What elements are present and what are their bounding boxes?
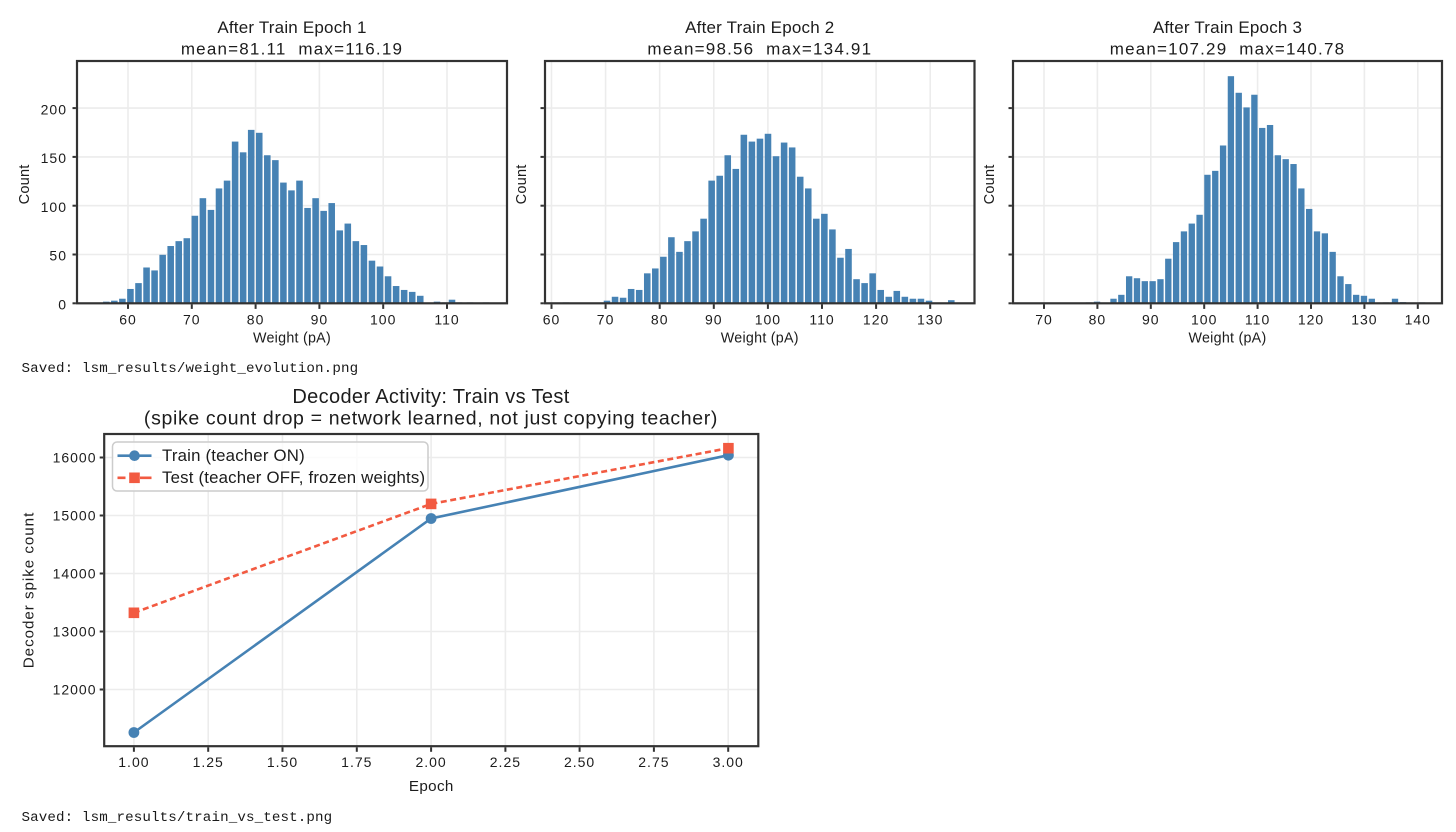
svg-text:Count: Count: [17, 164, 33, 204]
svg-text:Decoder Activity: Train vs Tes: Decoder Activity: Train vs Test: [292, 386, 569, 408]
svg-text:80: 80: [651, 311, 669, 327]
svg-text:130: 130: [917, 311, 943, 327]
svg-text:Decoder spike count: Decoder spike count: [21, 512, 38, 669]
svg-text:100: 100: [1191, 311, 1217, 327]
svg-text:110: 110: [434, 311, 459, 327]
svg-text:Count: Count: [982, 164, 998, 204]
svg-text:130: 130: [1351, 311, 1377, 327]
svg-text:120: 120: [1298, 311, 1324, 327]
svg-text:140: 140: [1405, 311, 1431, 327]
svg-text:50: 50: [49, 248, 67, 264]
svg-text:3.00: 3.00: [713, 754, 744, 770]
svg-text:Train (teacher ON): Train (teacher ON): [162, 446, 305, 465]
svg-text:(spike count drop = network le: (spike count drop = network learned, not…: [144, 408, 718, 430]
svg-text:Weight (pA): Weight (pA): [721, 331, 799, 347]
svg-text:14000: 14000: [53, 566, 97, 582]
svg-text:60: 60: [119, 311, 137, 327]
svg-text:110: 110: [1245, 311, 1270, 327]
svg-text:80: 80: [247, 311, 265, 327]
svg-text:100: 100: [755, 311, 781, 327]
svg-text:70: 70: [1035, 311, 1053, 327]
svg-text:1.00: 1.00: [118, 754, 149, 770]
svg-text:60: 60: [543, 311, 561, 327]
svg-text:Saved: lsm_results/train_vs_te: Saved: lsm_results/train_vs_test.png: [22, 810, 333, 826]
svg-text:2.25: 2.25: [490, 754, 521, 770]
svg-text:mean=81.11 max=116.19: mean=81.11 max=116.19: [181, 40, 403, 59]
svg-text:2.75: 2.75: [638, 754, 669, 770]
svg-text:90: 90: [311, 311, 329, 327]
svg-text:120: 120: [863, 311, 889, 327]
svg-text:1.75: 1.75: [341, 754, 372, 770]
svg-text:70: 70: [597, 311, 615, 327]
svg-text:90: 90: [705, 311, 723, 327]
svg-text:200: 200: [41, 101, 67, 117]
svg-text:150: 150: [41, 150, 67, 166]
svg-text:100: 100: [41, 199, 67, 215]
svg-text:90: 90: [1142, 311, 1160, 327]
svg-text:70: 70: [183, 311, 201, 327]
svg-text:Epoch: Epoch: [409, 778, 454, 795]
svg-text:12000: 12000: [53, 682, 97, 698]
svg-text:Weight (pA): Weight (pA): [253, 331, 331, 347]
svg-text:Saved: lsm_results/weight_evol: Saved: lsm_results/weight_evolution.png: [22, 361, 359, 377]
svg-text:After Train Epoch 1: After Train Epoch 1: [217, 18, 366, 37]
svg-text:mean=98.56 max=134.91: mean=98.56 max=134.91: [647, 40, 872, 59]
svg-text:Count: Count: [514, 164, 530, 204]
svg-text:110: 110: [809, 311, 834, 327]
svg-text:15000: 15000: [53, 508, 97, 524]
svg-text:1.50: 1.50: [267, 754, 298, 770]
svg-text:16000: 16000: [53, 450, 97, 466]
svg-text:0: 0: [58, 297, 67, 313]
svg-text:After Train Epoch 2: After Train Epoch 2: [685, 18, 834, 37]
svg-text:100: 100: [370, 311, 396, 327]
svg-text:After Train Epoch 3: After Train Epoch 3: [1153, 18, 1302, 37]
svg-text:2.50: 2.50: [564, 754, 595, 770]
svg-text:2.00: 2.00: [415, 754, 446, 770]
svg-text:Test (teacher OFF, frozen weig: Test (teacher OFF, frozen weights): [162, 468, 425, 487]
svg-text:13000: 13000: [53, 624, 97, 640]
svg-text:1.25: 1.25: [193, 754, 224, 770]
svg-text:80: 80: [1089, 311, 1107, 327]
svg-text:mean=107.29 max=140.78: mean=107.29 max=140.78: [1110, 40, 1346, 59]
svg-text:Weight (pA): Weight (pA): [1189, 331, 1267, 347]
